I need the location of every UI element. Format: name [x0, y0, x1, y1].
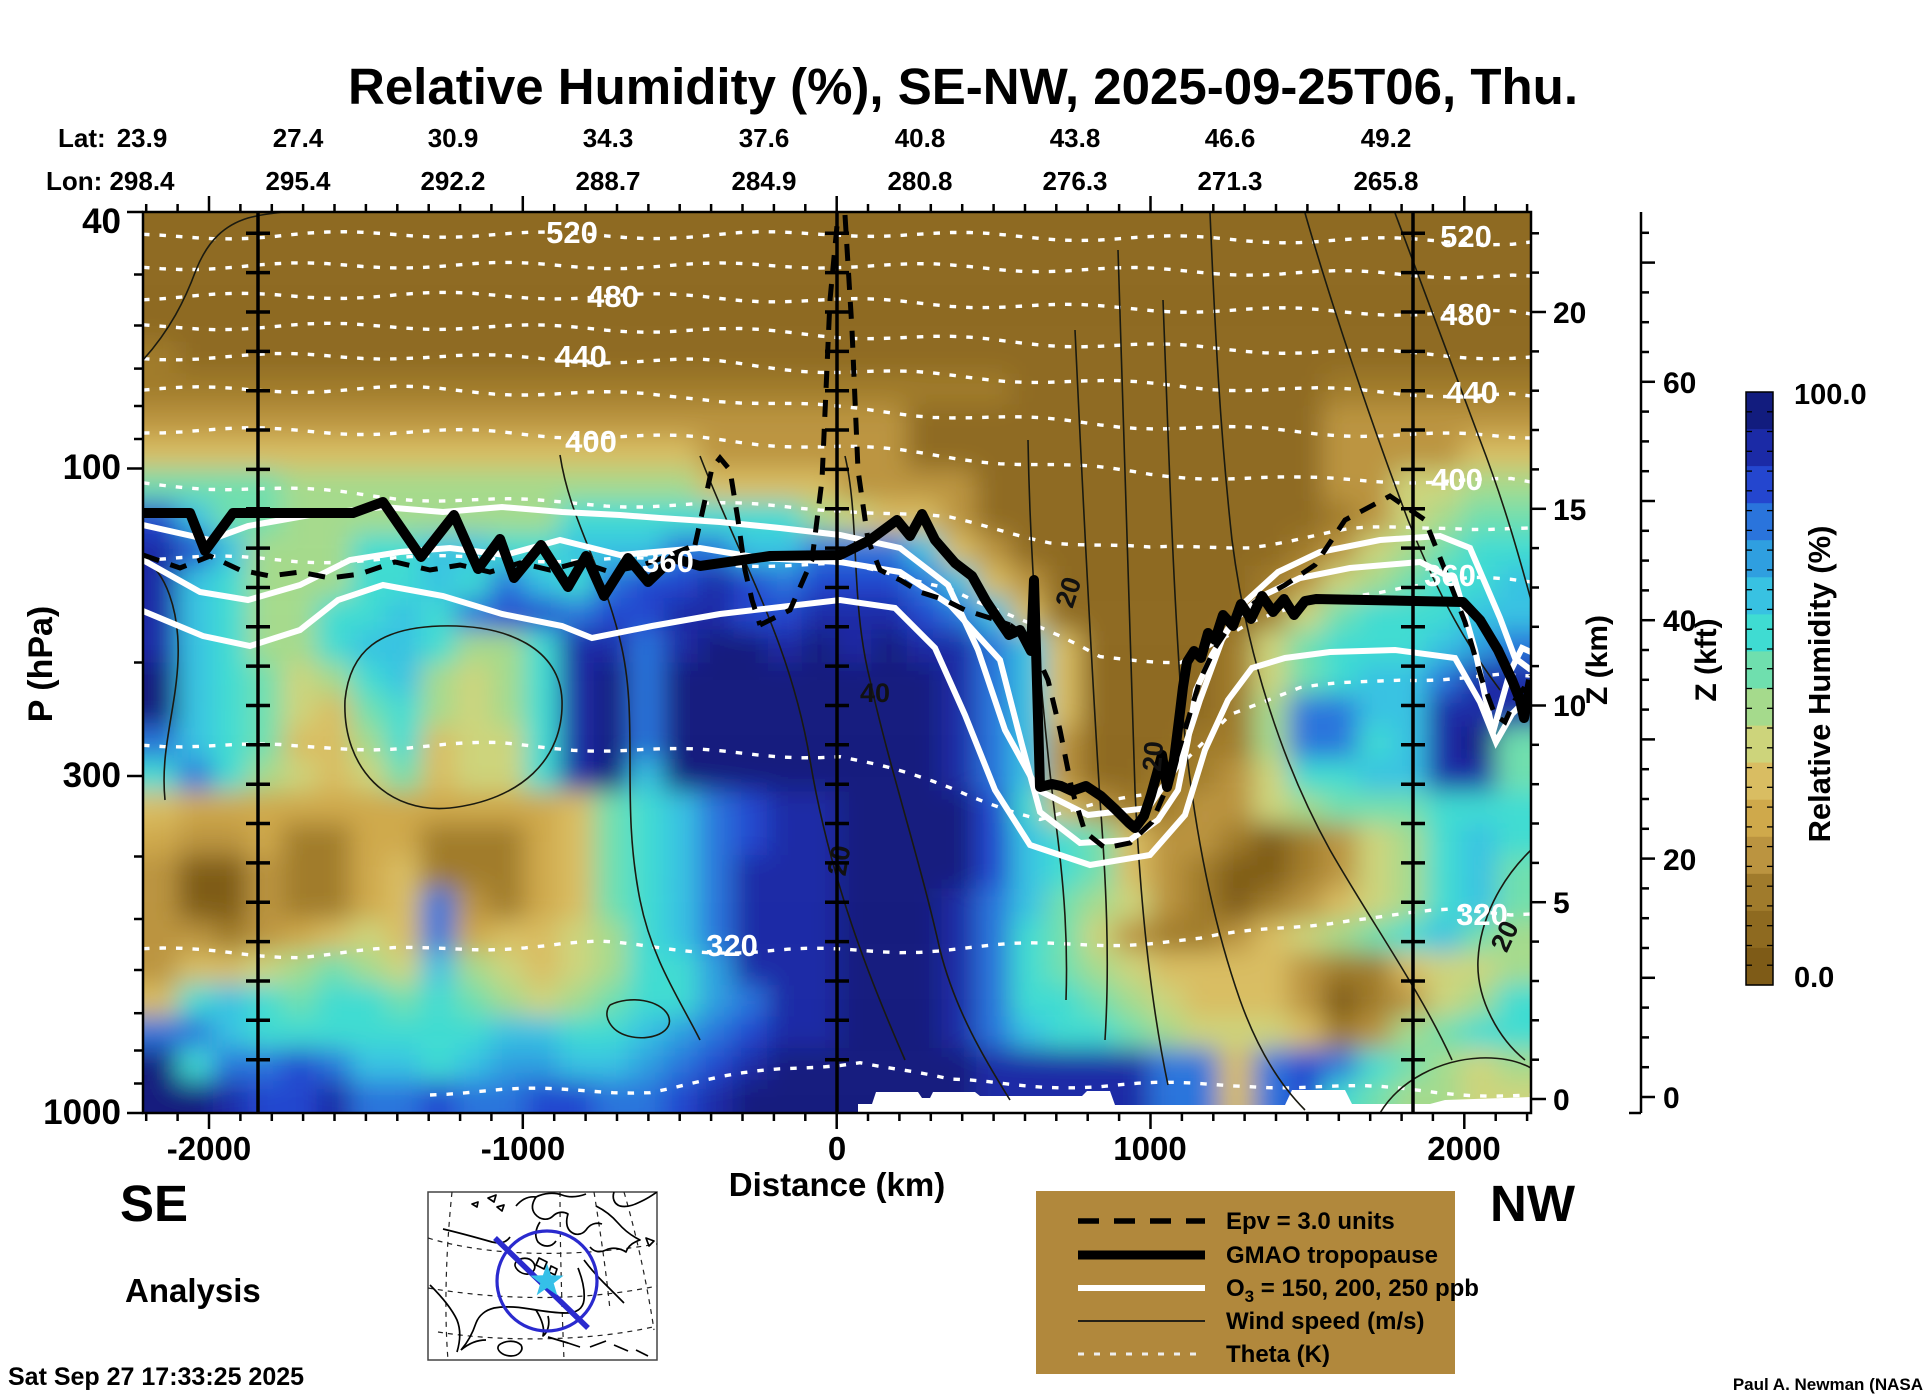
svg-text:20: 20 — [1663, 844, 1696, 877]
svg-text:O3 = 150, 200, 250 ppb: O3 = 150, 200, 250 ppb — [1226, 1275, 1479, 1306]
svg-text:Analysis: Analysis — [125, 1272, 261, 1309]
svg-text:360: 360 — [1424, 558, 1476, 593]
svg-text:320: 320 — [706, 928, 758, 963]
svg-text:300: 300 — [63, 756, 121, 795]
svg-text:400: 400 — [1431, 462, 1483, 497]
svg-text:Epv = 3.0 units: Epv = 3.0 units — [1226, 1208, 1395, 1235]
svg-text:-1000: -1000 — [481, 1130, 565, 1167]
svg-text:440: 440 — [555, 339, 607, 374]
svg-text:320: 320 — [1456, 897, 1508, 932]
svg-text:5: 5 — [1553, 887, 1570, 920]
svg-text:Lon:: Lon: — [46, 166, 102, 196]
svg-text:2000: 2000 — [1427, 1130, 1500, 1167]
svg-text:100: 100 — [63, 448, 121, 487]
svg-text:Wind speed (m/s): Wind speed (m/s) — [1226, 1308, 1424, 1335]
svg-text:Relative Humidity (%), SE-NW,: Relative Humidity (%), SE-NW, 2025-09-25… — [348, 58, 1578, 115]
svg-text:34.3: 34.3 — [583, 123, 634, 153]
svg-text:Lat:: Lat: — [58, 123, 106, 153]
svg-text:GMAO tropopause: GMAO tropopause — [1226, 1242, 1438, 1269]
svg-text:37.6: 37.6 — [739, 123, 790, 153]
svg-text:40: 40 — [82, 202, 121, 241]
svg-text:20: 20 — [1137, 740, 1170, 773]
svg-text:46.6: 46.6 — [1205, 123, 1256, 153]
svg-text:40.8: 40.8 — [895, 123, 946, 153]
svg-text:400: 400 — [565, 424, 617, 459]
svg-text:30.9: 30.9 — [428, 123, 479, 153]
svg-text:480: 480 — [587, 279, 639, 314]
svg-text:Theta (K): Theta (K) — [1226, 1341, 1330, 1368]
svg-text:440: 440 — [1446, 375, 1498, 410]
svg-text:271.3: 271.3 — [1197, 166, 1262, 196]
svg-text:60: 60 — [1663, 367, 1696, 400]
svg-text:1000: 1000 — [43, 1093, 121, 1132]
svg-text:49.2: 49.2 — [1361, 123, 1412, 153]
svg-text:10: 10 — [1553, 690, 1586, 723]
svg-text:292.2: 292.2 — [420, 166, 485, 196]
svg-text:360: 360 — [642, 544, 694, 579]
svg-text:0.0: 0.0 — [1794, 962, 1834, 994]
svg-text:Paul A. Newman (NASA: Paul A. Newman (NASA — [1733, 1375, 1923, 1394]
svg-text:480: 480 — [1440, 297, 1492, 332]
svg-text:265.8: 265.8 — [1353, 166, 1418, 196]
svg-text:1000: 1000 — [1113, 1130, 1186, 1167]
svg-text:20: 20 — [1553, 297, 1586, 330]
svg-text:40: 40 — [860, 678, 890, 708]
svg-text:P (hPa): P (hPa) — [22, 606, 60, 723]
svg-text:276.3: 276.3 — [1042, 166, 1107, 196]
svg-text:Sat Sep 27 17:33:25 2025: Sat Sep 27 17:33:25 2025 — [8, 1363, 304, 1391]
svg-text:295.4: 295.4 — [265, 166, 331, 196]
svg-text:NW: NW — [1490, 1175, 1576, 1232]
svg-text:Distance (km): Distance (km) — [729, 1166, 945, 1203]
svg-text:0: 0 — [1553, 1084, 1570, 1117]
svg-text:27.4: 27.4 — [273, 123, 324, 153]
svg-text:520: 520 — [1440, 219, 1492, 254]
svg-text:288.7: 288.7 — [575, 166, 640, 196]
svg-text:SE: SE — [120, 1175, 188, 1232]
svg-text:-2000: -2000 — [167, 1130, 251, 1167]
svg-text:40: 40 — [1663, 605, 1696, 638]
svg-text:298.4: 298.4 — [109, 166, 175, 196]
svg-text:520: 520 — [546, 215, 598, 250]
svg-text:Z (km): Z (km) — [1581, 615, 1614, 705]
svg-text:0: 0 — [828, 1130, 846, 1167]
svg-text:280.8: 280.8 — [887, 166, 952, 196]
svg-text:43.8: 43.8 — [1050, 123, 1101, 153]
svg-text:20: 20 — [822, 843, 857, 878]
svg-text:Relative Humidity (%): Relative Humidity (%) — [1802, 526, 1837, 843]
svg-text:0: 0 — [1663, 1082, 1680, 1115]
svg-text:100.0: 100.0 — [1794, 379, 1867, 411]
svg-text:15: 15 — [1553, 494, 1586, 527]
svg-text:Z (kft): Z (kft) — [1690, 618, 1723, 701]
svg-text:284.9: 284.9 — [731, 166, 796, 196]
svg-text:23.9: 23.9 — [117, 123, 168, 153]
